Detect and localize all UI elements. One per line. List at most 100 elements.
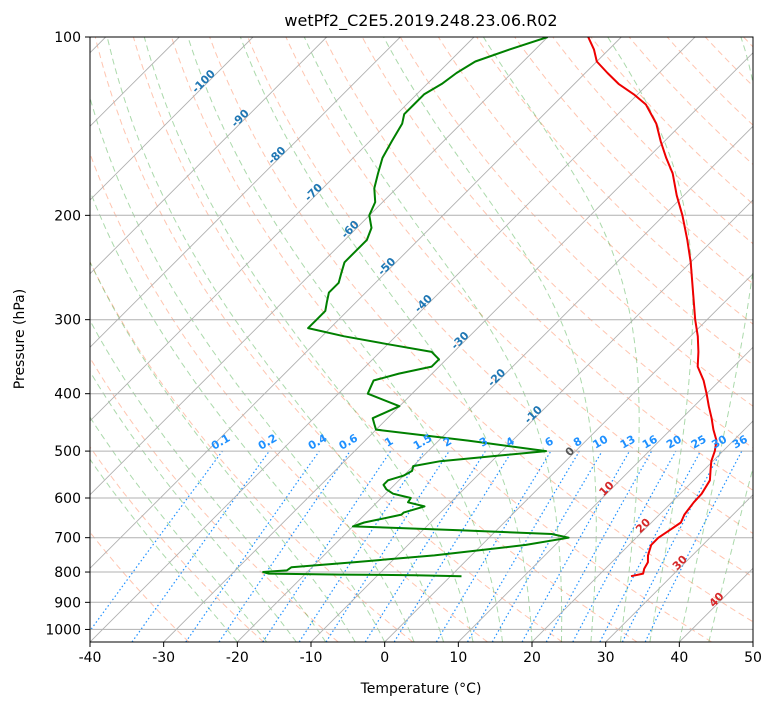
- moist-adiabat: [303, 37, 563, 642]
- dry-adiabat: [437, 37, 753, 366]
- dry-adiabat: [552, 37, 753, 245]
- mixing-ratio-label: 8: [571, 435, 584, 450]
- moist-adiabat: [239, 37, 533, 642]
- isotherm-line: [90, 37, 328, 275]
- moist-adiabat: [90, 416, 268, 642]
- dry-adiabat: [90, 260, 414, 642]
- moist-adiabat: [90, 260, 356, 642]
- isotherm-line: [90, 37, 696, 642]
- y-tick-label: 700: [54, 531, 81, 547]
- y-axis-ticks: 100 200 300 400 500 600 700 800 900 1000: [45, 30, 90, 638]
- isotherm-label: -50: [375, 255, 398, 278]
- isotherm-label: -40: [412, 292, 435, 315]
- mixing-ratio-lines: [90, 450, 743, 642]
- moist-adiabat: [90, 189, 386, 642]
- x-tick-label: -20: [226, 650, 249, 666]
- moist-adiabat: [143, 37, 474, 642]
- profile-series: [262, 37, 718, 578]
- y-tick-label: 200: [54, 208, 81, 224]
- y-tick-label: 800: [54, 565, 81, 581]
- isotherm-line: [605, 494, 753, 642]
- dry-adiabat: [90, 356, 339, 642]
- isotherm-line: [90, 37, 549, 496]
- y-tick-label: 1000: [45, 622, 81, 638]
- mixing-ratio-label: 13: [618, 433, 638, 452]
- dry-adiabat: [743, 37, 753, 48]
- dry-adiabat: [209, 37, 753, 623]
- x-tick-label: -10: [300, 650, 323, 666]
- y-tick-label: 900: [54, 595, 81, 611]
- isotherm-line: [384, 273, 753, 642]
- mixing-ratio-line: [90, 450, 223, 632]
- moist-adiabat: [106, 37, 445, 642]
- moist-adiabats: [90, 37, 753, 642]
- dry-adiabat: [590, 37, 753, 205]
- mixing-ratio-line: [262, 450, 392, 642]
- mixing-ratio-label: 0.4: [306, 431, 330, 452]
- dry-adiabat: [171, 37, 712, 642]
- mixing-ratio-label: 6: [543, 434, 556, 449]
- mixing-ratio-label: 2: [441, 435, 454, 450]
- dry-adiabat: [704, 37, 753, 87]
- mixing-ratio-line: [185, 450, 320, 642]
- y-axis-label: Pressure (hPa): [12, 289, 28, 389]
- y-tick-label: 600: [54, 491, 81, 507]
- isotherm-line: [752, 641, 753, 642]
- isotherm-label: 20: [633, 516, 653, 536]
- dry-adiabat: [476, 37, 753, 325]
- dry-adiabat: [94, 37, 563, 642]
- moist-adiabat: [678, 37, 753, 642]
- isotherm-line: [90, 37, 401, 348]
- mixing-ratio-line: [364, 450, 486, 642]
- dry-adiabat: [399, 37, 753, 407]
- dry-adiabat: [628, 37, 753, 166]
- isotherm-line: [90, 37, 622, 569]
- mixing-ratio-line: [393, 450, 513, 642]
- dry-adiabat: [247, 37, 753, 578]
- mixing-ratio-line: [545, 450, 653, 642]
- dry-adiabat: [666, 37, 753, 126]
- dry-adiabat: [90, 446, 264, 642]
- x-tick-label: 0: [380, 650, 389, 666]
- isotherm-line: [90, 37, 475, 422]
- isotherm-line: [457, 346, 753, 642]
- isotherm-label: -30: [448, 329, 471, 352]
- mixing-ratio-label: 3: [477, 435, 490, 450]
- dry-adiabat: [323, 37, 753, 491]
- mixing-ratio-line: [435, 450, 552, 642]
- mixing-ratio-label: 0.1: [209, 432, 232, 453]
- x-tick-label: 40: [670, 650, 688, 666]
- moist-adiabat: [187, 37, 503, 642]
- x-tick-label: 50: [744, 650, 762, 666]
- chart-title: wetPf2_C2E5.2019.248.23.06.R02: [284, 11, 557, 31]
- pressure-gridlines: [90, 37, 753, 630]
- mixing-ratio-label: 30: [709, 432, 729, 451]
- mixing-ratio-line: [325, 450, 450, 642]
- isotherm-label: 40: [707, 590, 727, 610]
- x-tick-label: 20: [523, 650, 541, 666]
- isotherm-label: -10: [522, 403, 545, 426]
- isotherm-line: [531, 420, 753, 642]
- mixing-ratio-label: 25: [689, 433, 709, 452]
- isotherm-label: -20: [485, 366, 508, 389]
- isotherm-line: [163, 52, 753, 642]
- mixing-ratio-line: [491, 450, 603, 642]
- diagram-labels: 0.1 0.2 0.4 0.6 1 1.5 2 3 4 6 8 10 13 16 20 25 30 36-100-…: [189, 67, 750, 610]
- plot-area: 0.1 0.2 0.4 0.6 1 1.5 2 3 4 6 8 10 13 16 20 25 30 36-100-…: [90, 37, 753, 642]
- moist-adiabat: [90, 458, 238, 642]
- isotherm-label: -70: [302, 181, 325, 204]
- y-tick-label: 400: [54, 387, 81, 403]
- mixing-ratio-label: 10: [590, 432, 610, 451]
- isotherm-label: -60: [339, 218, 362, 241]
- dry-adiabat: [90, 531, 190, 642]
- moist-adiabat: [90, 370, 297, 642]
- dewpoint-profile: [262, 37, 570, 578]
- isotherms: [90, 37, 753, 642]
- x-tick-label: -40: [79, 650, 102, 666]
- mixing-ratio-line: [298, 450, 425, 642]
- x-axis-label: Temperature (°C): [360, 681, 482, 697]
- mixing-ratio-label: 1: [382, 435, 395, 450]
- moist-adiabat: [708, 466, 753, 642]
- y-tick-label: 500: [54, 444, 81, 460]
